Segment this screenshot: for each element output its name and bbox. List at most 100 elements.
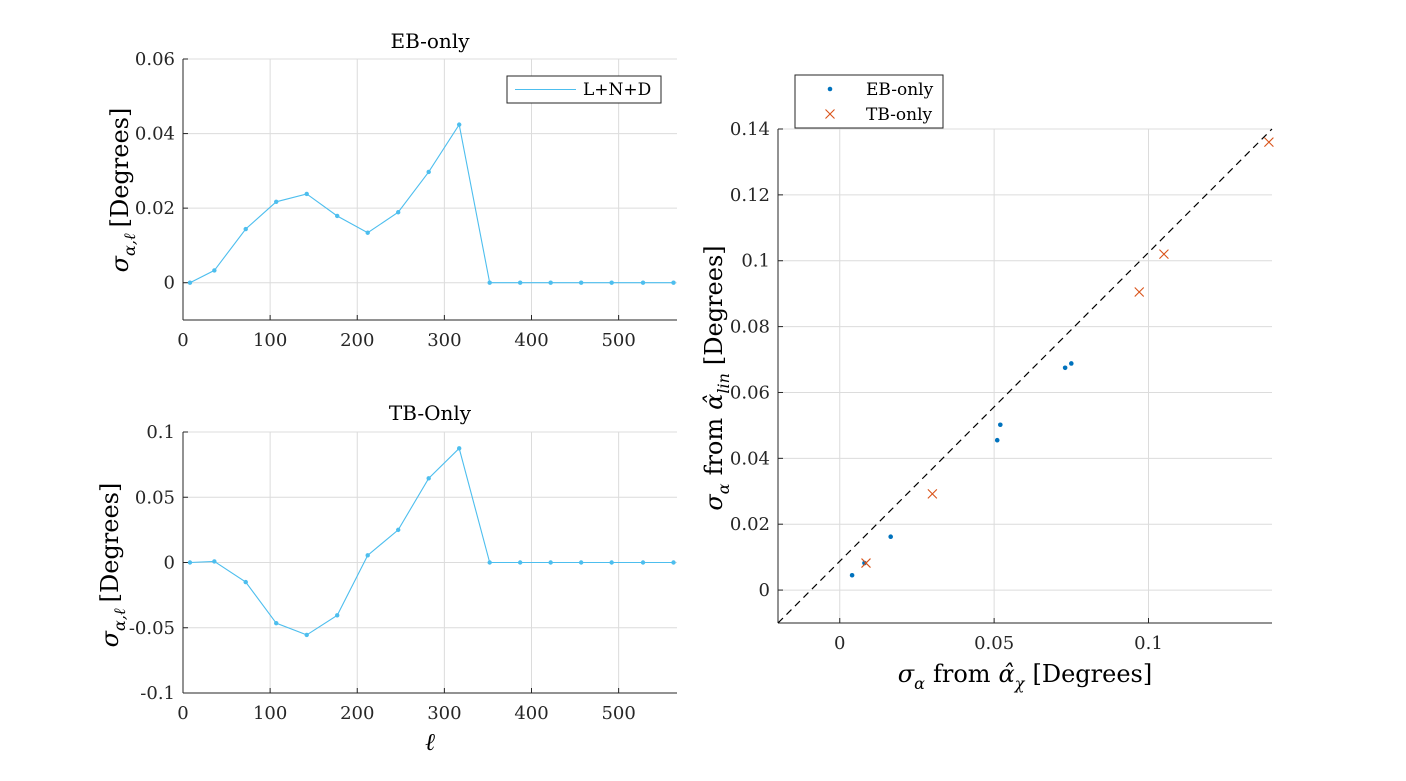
- cmp-legend-eb-swatch: [827, 86, 833, 92]
- tb-only-point: [861, 558, 871, 568]
- cmp-x-axis-label: σα from α̂χ [Degrees]: [898, 660, 1152, 693]
- tb-data-point: [274, 620, 279, 626]
- tb-x-tick-label: 100: [253, 703, 287, 724]
- tb-x-tick-label: 300: [427, 703, 461, 724]
- eb-data-point: [395, 210, 401, 215]
- tb-only-point: [1134, 287, 1145, 297]
- cmp-legend-eb-label: EB-only: [866, 80, 934, 100]
- tb-chart-title: TB-Only: [389, 401, 472, 425]
- cmp-y-axis-label: σαfromα̂lin[Degrees]: [700, 245, 733, 510]
- cmp-x-tick-label: 0: [834, 633, 845, 654]
- eb-legend: L+N+D: [506, 75, 662, 104]
- eb-only-point: [888, 534, 893, 540]
- tb-data-point: [426, 476, 431, 481]
- cmp-x-tick-label: 0.1: [1134, 633, 1163, 654]
- cmp-y-tick-label: 0.14: [730, 119, 770, 140]
- eb-data-point: [548, 280, 553, 285]
- tb-only-point: [1159, 249, 1169, 260]
- tb-x-tick-label: 500: [601, 703, 635, 724]
- tb-data-point: [671, 560, 676, 565]
- eb-only-point: [998, 422, 1003, 428]
- tb-only-chart: TB-Only σα,ℓ[Degrees] ℓ 0 100 200 300 400 500…: [96, 401, 677, 756]
- tb-data-point: [365, 553, 370, 558]
- eb-x-tick-label: 500: [601, 330, 635, 351]
- eb-chart-title: EB-only: [390, 29, 470, 53]
- eb-data-point: [212, 268, 217, 273]
- eb-y-tick-label: 0.02: [135, 198, 175, 219]
- eb-only-point: [1069, 361, 1074, 366]
- cmp-y-tick-label: 0.04: [730, 448, 770, 469]
- cmp-legend-tb-label: TB-only: [866, 105, 933, 125]
- cmp-y-tick-label: 0.08: [730, 317, 770, 338]
- sigma-comparison-chart: σαfromα̂lin[Degrees] σα from α̂χ [Degrees] …: [700, 74, 1274, 693]
- tb-only-point: [1264, 137, 1274, 148]
- cmp-legend-box: [794, 74, 944, 129]
- eb-x-tick-label: 300: [427, 330, 461, 351]
- eb-data-point: [304, 191, 309, 197]
- eb-only-point: [994, 437, 1000, 443]
- tb-y-tick-label: 0: [164, 553, 175, 574]
- eb-data-point: [487, 280, 492, 285]
- tb-data-point: [212, 559, 217, 564]
- tb-data-point: [517, 560, 523, 565]
- tb-y-tick-label: 0.05: [135, 487, 175, 508]
- tb-series-line: [189, 447, 674, 636]
- eb-data-point: [187, 280, 193, 285]
- eb-data-point: [517, 280, 523, 285]
- tb-data-point: [243, 579, 248, 585]
- tb-y-axis-label: σα,ℓ[Degrees]: [96, 483, 129, 648]
- eb-legend-label: L+N+D: [583, 80, 651, 100]
- eb-data-point: [671, 280, 676, 285]
- eb-y-tick-label: 0.06: [135, 49, 175, 70]
- tb-data-point: [548, 560, 553, 565]
- eb-only-point: [849, 572, 855, 578]
- cmp-grid: [778, 128, 1272, 623]
- tb-y-tick-label: -0.1: [140, 683, 175, 704]
- eb-data-point: [365, 230, 370, 235]
- eb-data-point: [456, 122, 462, 127]
- eb-data-point: [274, 199, 279, 205]
- eb-y-tick-label: 0.04: [135, 124, 175, 145]
- tb-data-point: [487, 560, 492, 565]
- eb-x-tick-label: 100: [253, 330, 287, 351]
- tb-y-tick-label: -0.05: [129, 618, 175, 639]
- tb-data-point: [640, 560, 646, 565]
- tb-data-point: [187, 560, 193, 565]
- tb-x-axis-label: ℓ: [425, 728, 435, 756]
- tb-data-point: [304, 632, 309, 638]
- eb-x-tick-label: 200: [340, 330, 374, 351]
- cmp-legend: EB-only TB-only: [794, 74, 944, 129]
- eb-x-tick-label: 400: [514, 330, 548, 351]
- eb-data-point: [609, 280, 614, 285]
- tb-data-point: [609, 560, 614, 565]
- cmp-y-tick-label: 0.12: [730, 185, 770, 206]
- cmp-y-tick-label: 0.1: [741, 251, 770, 272]
- eb-data-point: [640, 280, 646, 285]
- eb-data-point: [243, 226, 248, 232]
- tb-only-point: [927, 489, 938, 499]
- eb-series-line: [189, 123, 674, 284]
- tb-data-point: [335, 613, 340, 618]
- eb-only-chart: EB-only σα,ℓ[Degrees] 0 100 200 300 400 500 0 0…: [106, 29, 677, 351]
- tb-x-tick-label: 200: [340, 703, 374, 724]
- eb-data-point: [578, 280, 584, 285]
- cmp-x-tick-label: 0.05: [974, 633, 1014, 654]
- eb-y-tick-label: 0: [164, 273, 175, 294]
- eb-only-point: [1062, 365, 1068, 371]
- tb-x-tick-label: 400: [514, 703, 548, 724]
- eb-data-point: [335, 213, 340, 219]
- cmp-legend-tb-swatch: [825, 109, 835, 119]
- cmp-y-tick-label: 0: [759, 580, 770, 601]
- cmp-y-tick-label: 0.06: [730, 382, 770, 403]
- tb-data-point: [456, 446, 462, 451]
- eb-x-tick-label: 0: [177, 330, 188, 351]
- tb-y-tick-label: 0.1: [146, 422, 175, 443]
- cmp-y-tick-label: 0.02: [730, 514, 770, 535]
- cmp-reference-line: [777, 128, 1273, 624]
- eb-y-axis-label: σα,ℓ[Degrees]: [106, 108, 139, 273]
- tb-data-point: [578, 560, 584, 565]
- tb-x-tick-label: 0: [177, 703, 188, 724]
- tb-data-point: [395, 527, 401, 533]
- eb-data-point: [426, 169, 431, 175]
